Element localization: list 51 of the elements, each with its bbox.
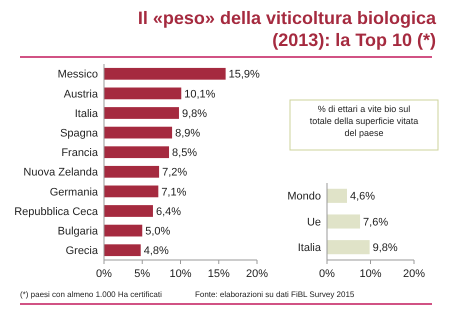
y-tick-label: Grecia <box>66 245 99 258</box>
text: (*) paesi con almeno 1.000 Ha certificati <box>20 290 162 299</box>
y-tick-label: Mondo <box>287 190 321 203</box>
bar <box>327 240 370 254</box>
y-tick-label: Germania <box>50 186 99 198</box>
bar <box>104 224 142 236</box>
data-label: 7,2% <box>162 166 188 179</box>
bar <box>104 107 179 119</box>
y-tick-label: Ue <box>306 216 321 228</box>
bar <box>104 166 160 178</box>
data-label: 9,8% <box>182 108 208 120</box>
bar <box>104 146 170 158</box>
data-label: 7,6% <box>363 216 388 228</box>
x-tick-label: 10% <box>169 268 192 280</box>
chart-title: Il «peso» della viticoltura biologica (2013): la Top 10 (*) <box>138 8 437 50</box>
data-label: 7,1% <box>161 186 187 198</box>
bar <box>104 186 158 198</box>
x-tick-label: 0% <box>319 268 336 280</box>
bar <box>104 68 226 80</box>
data-label: 15,9% <box>228 68 260 81</box>
y-tick-label: Italia <box>74 108 99 120</box>
y-tick-label: Bulgaria <box>58 225 99 238</box>
x-tick-label: 20% <box>246 268 268 280</box>
data-label: 9,8% <box>372 242 398 254</box>
x-tick-label: 10% <box>359 268 382 280</box>
y-tick-label: Italia <box>298 242 322 254</box>
bar <box>327 214 360 229</box>
data-label: 8,9% <box>175 127 200 140</box>
data-label: 10,1% <box>184 88 216 100</box>
bar <box>104 205 153 217</box>
text: % di ettari a vite bio sul totale della superficie vitata del paese <box>310 104 418 138</box>
y-tick-label: Messico <box>58 68 98 81</box>
bar <box>327 188 348 203</box>
x-tick-label: 5% <box>134 268 150 280</box>
data-label: 4,8% <box>144 245 170 258</box>
y-tick-label: Austria <box>64 88 99 100</box>
data-label: 6,4% <box>156 206 182 218</box>
y-tick-label: Repubblica Ceca <box>14 206 99 218</box>
x-tick-label: 20% <box>402 268 426 280</box>
data-label: 8,5% <box>172 147 198 160</box>
x-tick-label: 0% <box>96 268 112 280</box>
bar <box>104 126 172 138</box>
data-label: 4,6% <box>350 190 376 203</box>
data-label: 5,0% <box>145 225 171 238</box>
x-tick-label: 15% <box>208 268 230 280</box>
source-note: Fonte: elaborazioni su dati FiBL Survey 2015 <box>195 290 355 299</box>
y-tick-label: Francia <box>61 147 99 160</box>
bar <box>104 88 182 100</box>
bar <box>104 244 141 256</box>
y-tick-label: Nuova Zelanda <box>23 166 99 179</box>
y-tick-label: Spagna <box>60 127 99 140</box>
